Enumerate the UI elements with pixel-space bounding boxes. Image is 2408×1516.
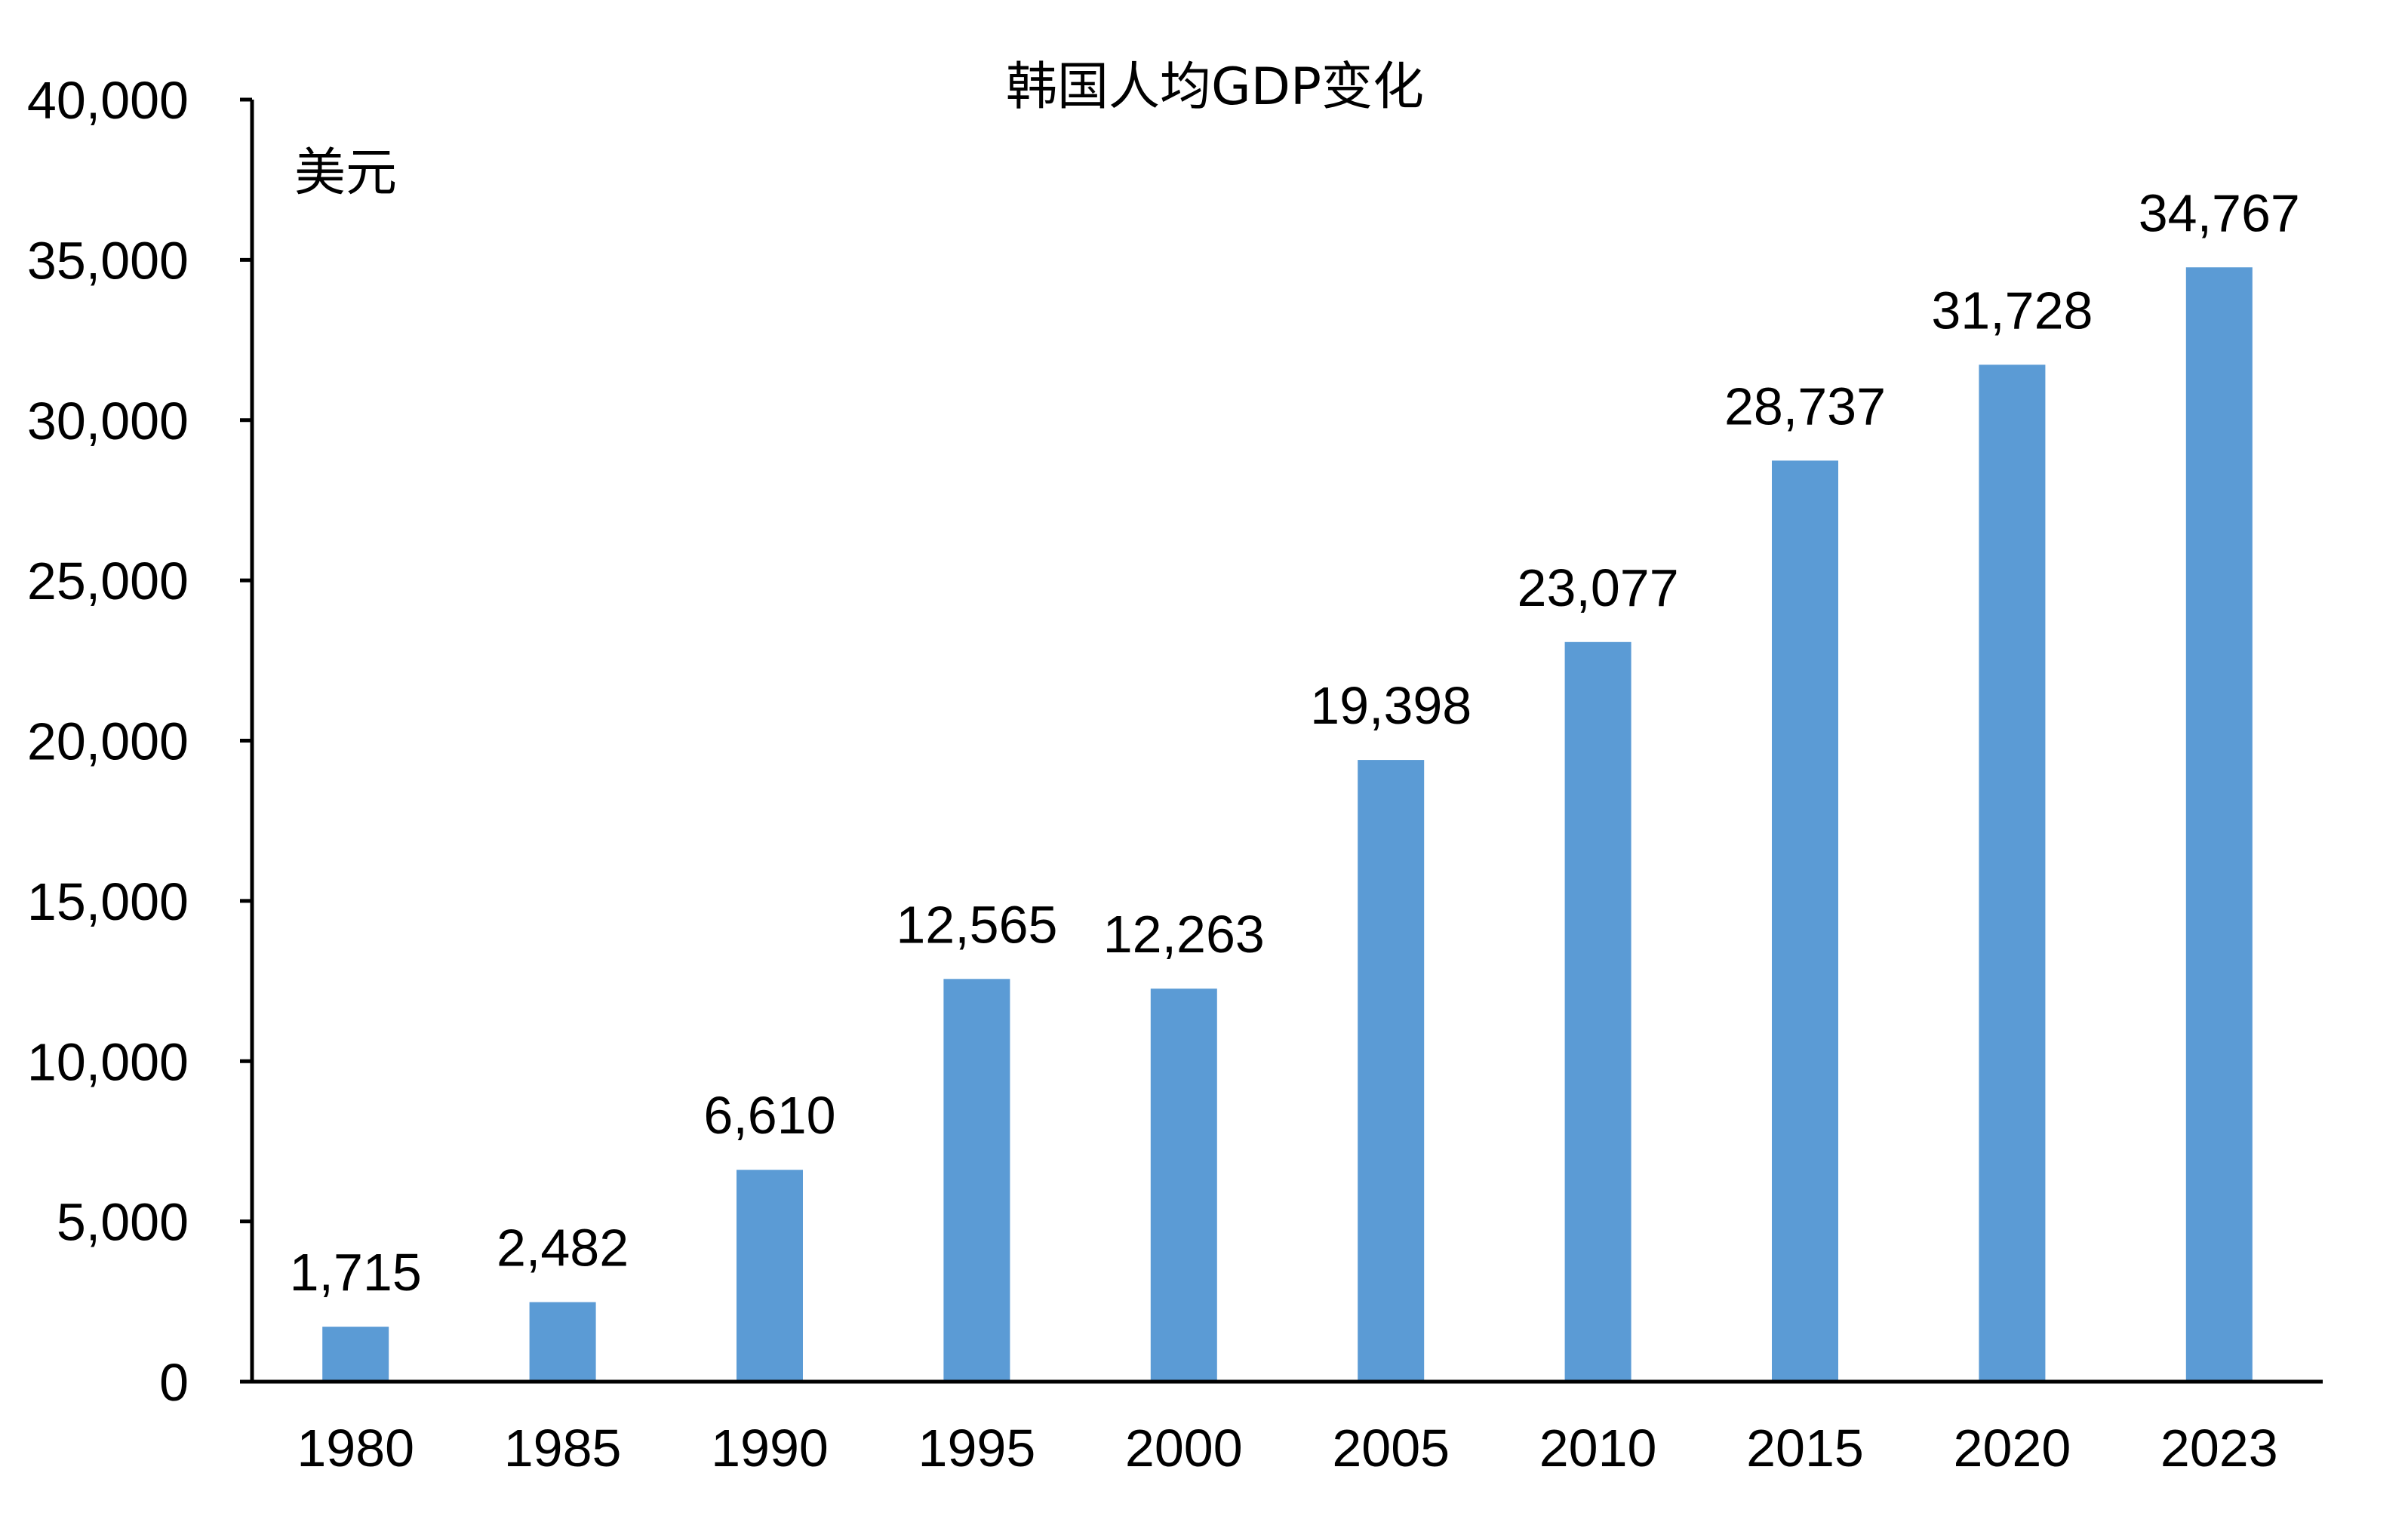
bar [1358,760,1425,1382]
data-label: 34,767 [2139,183,2300,242]
data-label: 31,728 [1931,281,2093,340]
y-tick-label: 25,000 [27,552,189,610]
x-tick-label: 2015 [1746,1419,1864,1478]
y-tick-label: 5,000 [57,1193,189,1252]
bar [943,979,1010,1382]
y-tick-label: 40,000 [27,71,189,130]
y-tick-label: 30,000 [27,392,189,450]
y-tick-label: 15,000 [27,872,189,931]
data-label: 19,398 [1310,676,1472,735]
bar [1772,460,1838,1382]
y-tick-label: 10,000 [27,1032,189,1091]
x-tick-label: 2000 [1125,1419,1243,1478]
y-axis: 0 5,000 10,000 15,000 20,000 25,000 30,000 35,0… [27,71,254,1412]
bar [737,1170,803,1382]
x-tick-label: 2020 [1954,1419,2071,1478]
data-label: 2,482 [497,1219,629,1278]
y-tick-label: 35,000 [27,231,189,290]
bar [2185,267,2253,1382]
x-tick-label: 1980 [297,1419,414,1478]
chart-title: 韩国人均GDP变化 [1006,57,1424,117]
x-tick-label: 2010 [1539,1419,1657,1478]
bar [529,1302,596,1382]
data-label: 12,263 [1103,905,1265,964]
data-label: 23,077 [1518,558,1679,617]
data-label: 1,715 [290,1243,422,1302]
bar [1150,989,1217,1382]
data-label: 28,737 [1724,377,1886,435]
data-label: 6,610 [703,1086,835,1145]
x-tick-label: 1995 [918,1419,1036,1478]
bar [1979,364,2046,1382]
bar [1564,641,1631,1382]
y-unit-label: 美元 [294,143,397,203]
x-tick-label: 2023 [2160,1419,2278,1478]
data-label: 12,565 [896,895,1057,954]
y-tick-label: 0 [159,1353,189,1412]
x-axis: 1980 1985 1990 1995 2000 2005 2010 2015 2020 2023 [252,1379,2323,1478]
bar [322,1327,389,1382]
x-tick-label: 1990 [711,1419,829,1478]
bars-group: 1,715 2,482 6,610 12,565 12,263 19,398 23,077 2… [290,183,2300,1382]
y-tick-label: 20,000 [27,712,189,771]
x-tick-label: 2005 [1332,1419,1450,1478]
x-tick-label: 1985 [504,1419,622,1478]
